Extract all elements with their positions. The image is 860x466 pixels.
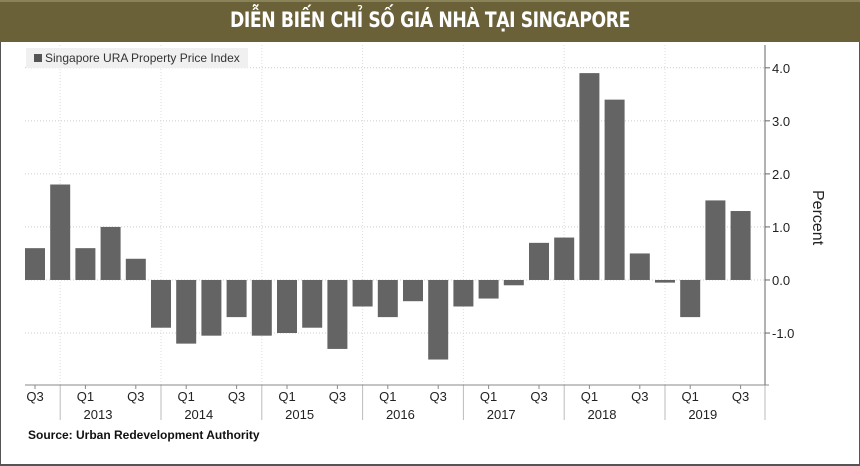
year-label: 2013 — [84, 407, 113, 422]
x-tick-label: Q1 — [278, 389, 295, 404]
year-label: 2015 — [285, 407, 314, 422]
year-label: 2017 — [487, 407, 516, 422]
bar-2019-Q2 — [705, 200, 726, 280]
x-tick-label: Q1 — [581, 389, 598, 404]
legend: Singapore URA Property Price Index — [26, 48, 248, 68]
bar-2017-Q1 — [478, 279, 499, 299]
bar-2017-Q2 — [503, 279, 524, 286]
year-label: 2016 — [386, 407, 415, 422]
bar-2016-Q4 — [453, 279, 474, 307]
x-tick-label: Q1 — [480, 389, 497, 404]
y-tick-label: 2.0 — [772, 167, 790, 182]
legend-swatch — [34, 54, 42, 62]
bar-2013-Q2 — [100, 226, 121, 280]
y-tick-label: -1.0 — [772, 326, 794, 341]
x-tick-label: Q1 — [682, 389, 699, 404]
year-label: 2018 — [588, 407, 617, 422]
bar-2013-Q4 — [151, 279, 171, 328]
bar-2019-Q1 — [680, 279, 701, 318]
x-tick-label: Q3 — [329, 389, 346, 404]
x-tick-label: Q3 — [732, 389, 749, 404]
bar-2018-Q1 — [579, 73, 600, 280]
legend-label: Singapore URA Property Price Index — [45, 51, 240, 65]
x-tick-label: Q1 — [77, 389, 94, 404]
y-tick-label: 4.0 — [772, 61, 790, 76]
bar-2012-Q4 — [50, 184, 71, 280]
bar-2016-Q2 — [403, 279, 423, 302]
bar-2014-Q2 — [201, 279, 222, 336]
x-tick-label: Q3 — [228, 389, 245, 404]
y-tick-label: 3.0 — [772, 114, 790, 129]
bar-2015-Q2 — [302, 279, 323, 328]
bar-2014-Q1 — [176, 279, 197, 344]
chart-title: DIỄN BIẾN CHỈ SỐ GIÁ NHÀ TẠI SINGAPORE — [230, 8, 630, 32]
x-tick-label: Q3 — [530, 389, 547, 404]
x-tick-label: Q3 — [26, 389, 43, 404]
bar-2014-Q4 — [251, 279, 272, 336]
bar-2013-Q1 — [75, 248, 96, 280]
bar-2015-Q3 — [327, 279, 348, 349]
bar-2019-Q3 — [730, 211, 751, 280]
title-banner: DIỄN BIẾN CHỈ SỐ GIÁ NHÀ TẠI SINGAPORE — [0, 0, 860, 42]
year-label: 2019 — [688, 407, 717, 422]
x-tick-label: Q3 — [430, 389, 447, 404]
bar-2014-Q3 — [226, 279, 247, 318]
bar-2015-Q4 — [352, 279, 373, 307]
y-axis-label: Percent — [809, 190, 826, 246]
bar-2017-Q3 — [529, 242, 549, 280]
bar-2018-Q3 — [629, 253, 650, 280]
year-label: 2014 — [184, 407, 213, 422]
bar-2016-Q3 — [428, 279, 449, 360]
bar-2016-Q1 — [377, 279, 398, 318]
y-tick-label: 0.0 — [772, 273, 790, 288]
bar-2018-Q2 — [604, 99, 625, 280]
x-tick-label: Q1 — [379, 389, 396, 404]
bar-2017-Q4 — [554, 237, 575, 280]
x-tick-label: Q3 — [127, 389, 144, 404]
bar-2013-Q3 — [125, 258, 146, 280]
bar-2015-Q1 — [277, 279, 297, 334]
y-tick-label: 1.0 — [772, 220, 790, 235]
bar-2012-Q3 — [25, 248, 45, 280]
x-tick-label: Q3 — [631, 389, 648, 404]
x-tick-label: Q1 — [178, 389, 195, 404]
bar-2018-Q4 — [655, 279, 675, 283]
source-note: Source: Urban Redevelopment Authority — [28, 428, 260, 442]
